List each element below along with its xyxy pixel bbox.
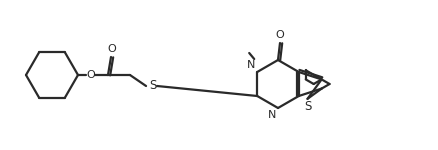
Text: S: S <box>303 100 311 113</box>
Text: O: O <box>86 70 95 80</box>
Text: S: S <box>149 80 156 93</box>
Text: N: N <box>247 60 255 70</box>
Text: O: O <box>275 30 284 40</box>
Text: O: O <box>107 44 116 54</box>
Text: N: N <box>267 110 276 120</box>
